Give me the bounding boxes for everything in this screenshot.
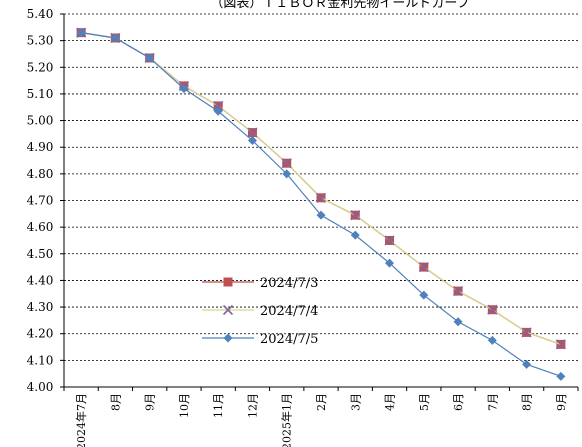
x-tick-label: 6月	[452, 393, 465, 411]
series-line	[81, 32, 562, 345]
x-tick-label: 9月	[555, 393, 568, 411]
y-tick-label: 4.80	[27, 167, 54, 181]
x-tick-label: 2024年7月	[74, 393, 88, 447]
y-tick-label: 4.20	[27, 327, 54, 341]
data-point	[521, 327, 532, 338]
series-2	[76, 27, 566, 350]
legend-label: 2024/7/4	[260, 304, 318, 319]
x-mark-stroke	[350, 210, 361, 221]
x-mark-stroke	[453, 286, 464, 297]
x-mark-stroke	[521, 327, 532, 338]
chart-title: （図表）ＴＩＢＯＲ金利先物イールドカーブ	[210, 0, 469, 11]
series-line	[81, 32, 562, 345]
data-point	[487, 335, 497, 345]
legend: 2024/7/3 2024/7/4 2024/7/5	[202, 276, 318, 347]
x-tick-label: 8月	[521, 393, 534, 411]
y-tick-label: 4.60	[27, 220, 54, 234]
data-point	[247, 127, 258, 138]
data-point	[453, 286, 464, 297]
legend-marker	[222, 304, 234, 316]
x-tick-label: 7月	[486, 393, 499, 411]
x-mark-stroke	[281, 158, 292, 169]
y-tick-label: 4.50	[27, 247, 54, 261]
data-point	[76, 28, 86, 38]
y-axis-ticks: 5.40 5.30 5.20 5.10 5.00 4.90 4.80 4.70 4.60 4.50…	[27, 7, 64, 394]
x-tick-label: 3月	[349, 393, 362, 411]
x-mark-stroke	[555, 339, 566, 350]
data-point	[281, 158, 292, 169]
legend-item: 2024/7/4	[202, 304, 318, 319]
data-point	[316, 210, 326, 220]
data-point	[556, 371, 566, 381]
x-tick-label: 10月	[178, 393, 191, 418]
y-tick-label: 5.40	[27, 7, 54, 21]
data-point	[315, 192, 327, 203]
gridlines	[64, 13, 578, 361]
data-point	[213, 106, 223, 116]
x-mark-stroke	[222, 304, 234, 316]
data-point	[418, 262, 429, 273]
y-tick-label: 4.70	[27, 194, 54, 208]
x-tick-label: 4月	[384, 393, 397, 411]
y-tick-label: 5.10	[27, 87, 54, 101]
x-tick-label: 9月	[144, 393, 157, 411]
y-tick-label: 5.20	[27, 60, 54, 74]
series-group	[76, 27, 566, 381]
legend-item: 2024/7/5	[202, 332, 318, 347]
y-tick-label: 4.40	[27, 273, 54, 287]
series-3	[76, 28, 566, 381]
data-point	[522, 359, 532, 369]
x-tick-label: 12月	[246, 393, 259, 418]
x-mark-stroke	[384, 235, 395, 246]
data-point	[384, 235, 395, 246]
x-axis-ticks: 2024年7月 8月 9月 10月 11月 12月 2025年1月 2月 3月 4月 5月 6月 7月 8…	[63, 387, 579, 447]
x-tick-label: 5月	[418, 393, 431, 411]
series-line	[81, 32, 562, 377]
x-tick-label: 8月	[109, 393, 122, 411]
y-tick-label: 4.90	[27, 140, 54, 154]
legend-marker	[223, 333, 233, 343]
x-mark-stroke	[418, 262, 429, 273]
y-tick-label: 5.30	[27, 34, 54, 48]
data-point	[487, 304, 498, 315]
x-tick-label: 11月	[212, 393, 225, 418]
x-mark-stroke	[487, 304, 498, 315]
x-mark-stroke	[315, 192, 327, 203]
x-tick-label: 2月	[315, 393, 328, 411]
data-point	[453, 317, 463, 327]
data-point	[419, 290, 429, 300]
data-point	[555, 339, 566, 350]
data-point	[350, 210, 361, 221]
y-tick-label: 5.00	[27, 114, 54, 128]
x-tick-label: 2025年1月	[280, 393, 294, 447]
y-tick-label: 4.30	[27, 300, 54, 314]
data-point	[282, 169, 292, 179]
legend-item: 2024/7/3	[202, 276, 318, 291]
y-tick-label: 4.00	[27, 380, 54, 394]
data-point	[110, 33, 120, 43]
series-1	[76, 28, 566, 349]
data-point	[179, 84, 189, 94]
x-mark-stroke	[247, 127, 258, 138]
data-point	[385, 258, 395, 268]
legend-label: 2024/7/5	[260, 332, 318, 347]
y-tick-label: 4.10	[27, 353, 54, 367]
data-point	[350, 230, 360, 240]
data-point	[247, 136, 257, 146]
legend-marker	[223, 277, 233, 287]
legend-label: 2024/7/3	[260, 276, 318, 291]
data-point	[145, 53, 155, 63]
